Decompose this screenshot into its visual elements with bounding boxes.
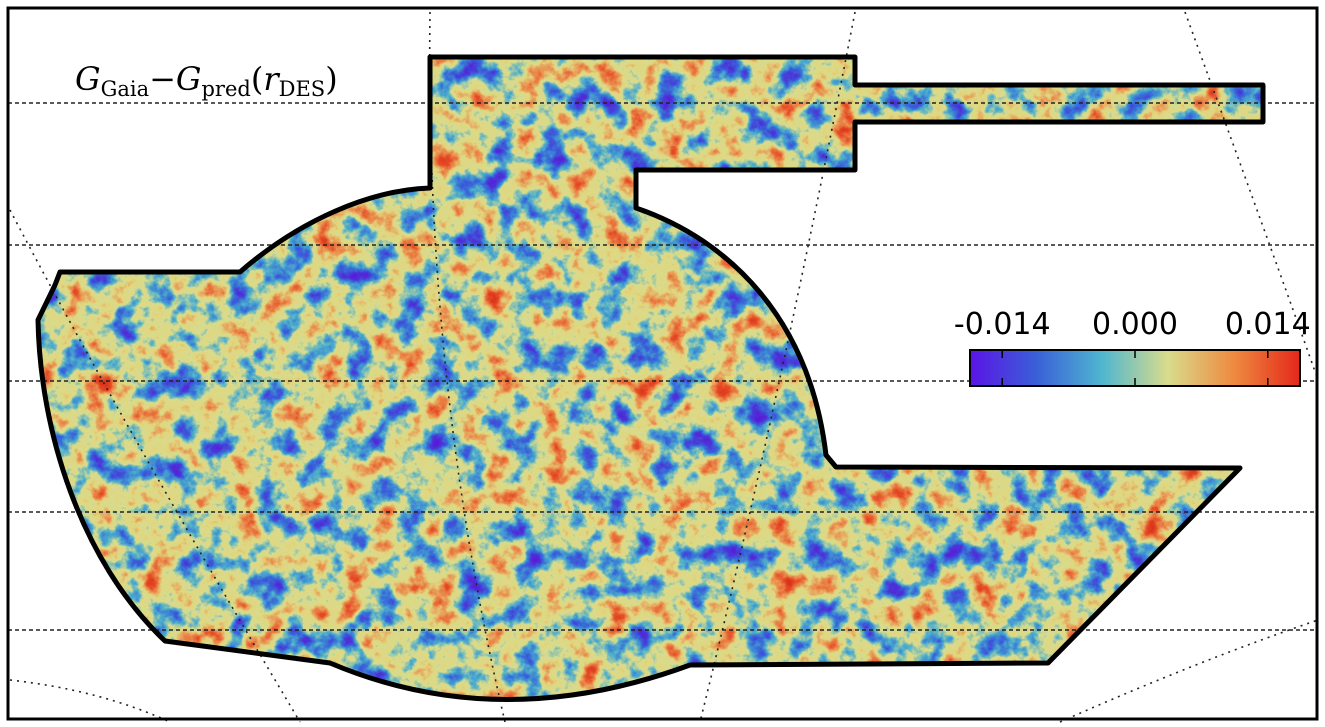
colorbar-tick-label: 0.014	[1225, 307, 1311, 342]
title-part: )	[325, 60, 337, 98]
colorbar-tick-label: -0.014	[954, 307, 1051, 342]
title-part: G	[75, 60, 101, 98]
title-part: −	[149, 60, 176, 98]
title-part: (	[251, 60, 263, 98]
sky-map: GGaia−Gpred(rDES) -0.0140.0000.014	[0, 0, 1325, 727]
colorbar-tick-label: 0.000	[1092, 307, 1178, 342]
title-part: G	[176, 60, 202, 98]
title-part: pred	[201, 77, 250, 101]
title-part: DES	[279, 77, 326, 101]
title-part: Gaia	[101, 77, 150, 101]
